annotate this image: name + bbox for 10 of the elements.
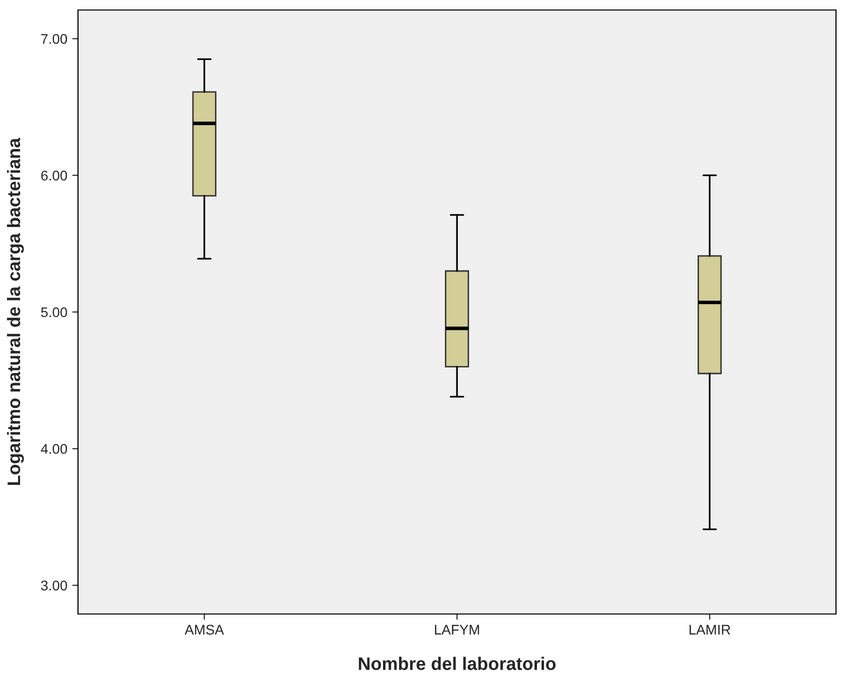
x-tick-label: AMSA: [184, 624, 224, 635]
y-tick-label: 7.00: [41, 34, 68, 44]
x-tick-label: LAMIR: [690, 624, 730, 634]
y-axis-title: Logaritmo natural de la carga bacteriana: [6, 138, 24, 485]
y-tick-label: 3.00: [41, 580, 68, 590]
y-tick-label: 4.00: [40, 444, 68, 454]
x-tick-label: LAFYM: [434, 624, 480, 634]
x-axis-title: Nombre del laboratorio: [358, 656, 556, 670]
y-tick-label: 6.00: [41, 170, 68, 181]
y-tick-label: 5.00: [41, 307, 68, 318]
